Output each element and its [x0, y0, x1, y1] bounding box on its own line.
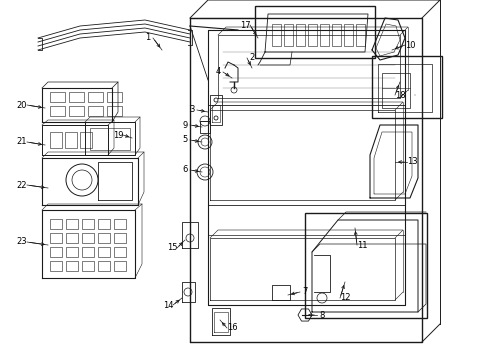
Bar [114, 233, 126, 243]
Text: 22: 22 [17, 180, 27, 189]
Text: 20: 20 [17, 100, 27, 109]
Bar [50, 233, 62, 243]
Bar [114, 219, 126, 229]
Text: 21: 21 [17, 138, 27, 147]
Bar [382, 73, 410, 108]
Text: 10: 10 [405, 40, 415, 49]
Text: 6: 6 [182, 166, 188, 175]
Bar [50, 132, 62, 148]
Text: 18: 18 [394, 90, 405, 99]
Bar [88, 92, 103, 102]
Bar [66, 219, 78, 229]
Text: 15: 15 [167, 243, 177, 252]
Bar [98, 247, 110, 257]
Bar [107, 106, 122, 116]
Bar [82, 261, 94, 271]
Bar [372, 56, 442, 118]
Text: 13: 13 [407, 158, 417, 166]
Bar [66, 247, 78, 257]
Text: 14: 14 [163, 301, 173, 310]
Text: 5: 5 [182, 135, 188, 144]
Bar [98, 219, 110, 229]
Text: 16: 16 [227, 324, 237, 333]
Bar [66, 233, 78, 243]
Text: 3: 3 [189, 105, 195, 114]
Bar [305, 213, 427, 318]
Text: 17: 17 [240, 21, 250, 30]
Bar [356, 24, 365, 46]
Text: 12: 12 [340, 293, 350, 302]
Bar [82, 247, 94, 257]
Bar [88, 106, 103, 116]
Bar [80, 132, 92, 148]
Bar [296, 24, 305, 46]
Bar [50, 247, 62, 257]
Text: 23: 23 [17, 238, 27, 247]
Text: 7: 7 [302, 288, 308, 297]
Bar [66, 261, 78, 271]
Text: 2: 2 [249, 54, 255, 63]
Bar [90, 128, 130, 150]
Bar [69, 106, 84, 116]
Text: 11: 11 [357, 240, 367, 249]
Bar [82, 219, 94, 229]
Bar [98, 233, 110, 243]
Bar [284, 24, 293, 46]
Bar [320, 24, 329, 46]
Bar [50, 92, 65, 102]
Bar [272, 24, 281, 46]
Bar [200, 121, 210, 133]
Bar [114, 247, 126, 257]
Bar [344, 24, 353, 46]
Bar [50, 219, 62, 229]
Text: 1: 1 [146, 33, 150, 42]
Bar [65, 132, 77, 148]
Bar [50, 106, 65, 116]
Text: 4: 4 [216, 68, 220, 77]
Bar [107, 92, 122, 102]
Bar [308, 24, 317, 46]
Bar [332, 24, 341, 46]
Bar [50, 261, 62, 271]
Bar [114, 261, 126, 271]
Text: 19: 19 [113, 130, 123, 139]
Bar [255, 6, 375, 58]
Bar [98, 261, 110, 271]
Bar [82, 233, 94, 243]
Text: 9: 9 [182, 121, 188, 130]
Text: 8: 8 [319, 310, 325, 320]
Bar [69, 92, 84, 102]
